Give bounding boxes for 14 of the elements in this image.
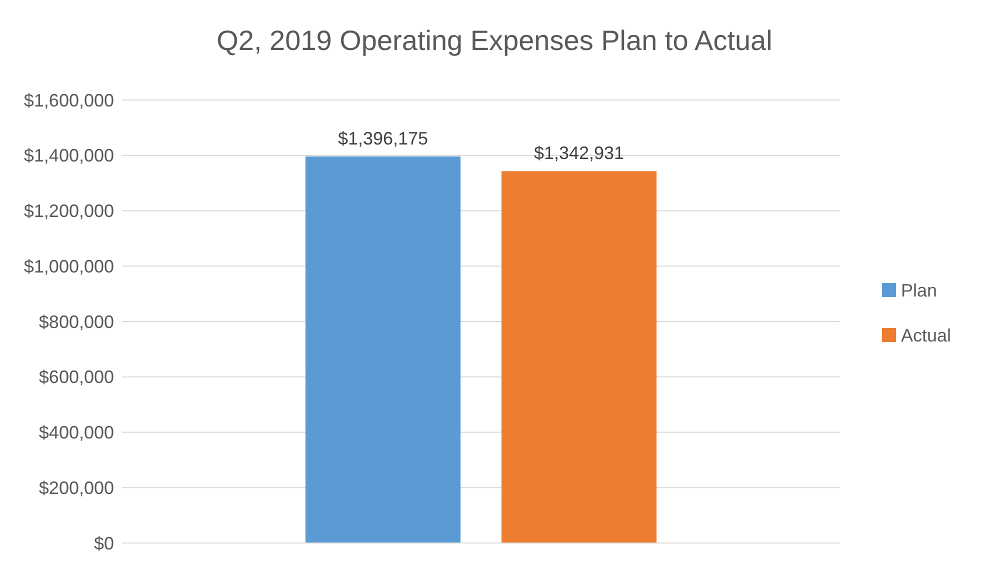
y-tick-label: $800,000 bbox=[38, 312, 114, 332]
y-tick-label: $600,000 bbox=[38, 367, 114, 388]
y-tick-label: $1,000,000 bbox=[24, 256, 114, 276]
chart-title: Q2, 2019 Operating Expenses Plan to Actual bbox=[216, 25, 772, 56]
y-tick-label: $1,600,000 bbox=[24, 90, 114, 110]
data-label: $1,396,175 bbox=[338, 128, 428, 148]
y-tick-label: $1,200,000 bbox=[24, 201, 114, 222]
legend-label: Plan bbox=[901, 280, 938, 300]
y-tick-label: $1,400,000 bbox=[24, 146, 114, 166]
y-tick-label: $400,000 bbox=[38, 422, 114, 443]
y-tick-label: $0 bbox=[94, 533, 114, 554]
data-label: $1,342,931 bbox=[534, 143, 624, 164]
legend-label: Actual bbox=[901, 325, 952, 346]
y-tick-label: $200,000 bbox=[38, 478, 114, 498]
